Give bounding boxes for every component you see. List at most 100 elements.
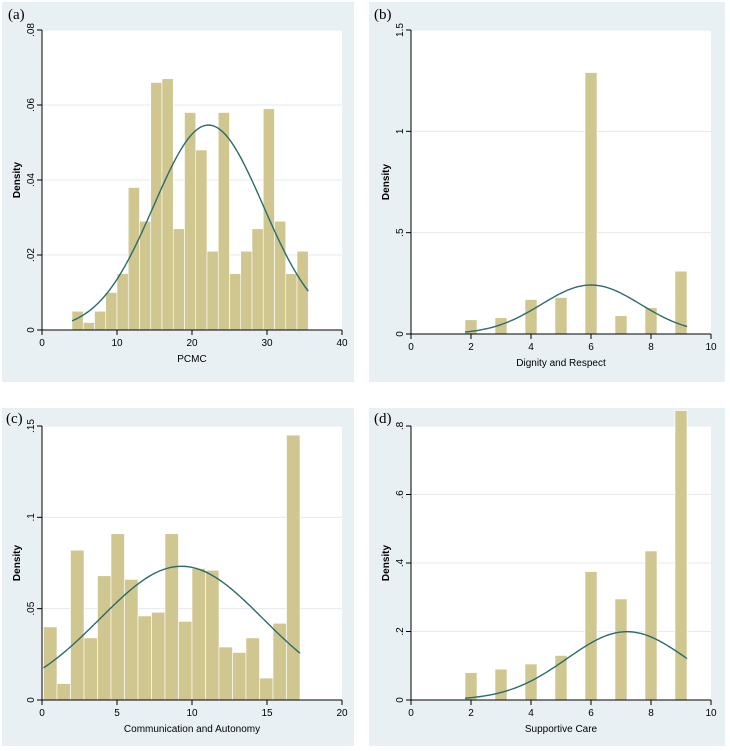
histogram-bar [116,273,129,331]
histogram-bar [164,533,179,701]
histogram-bar [229,273,242,331]
histogram-bar [206,250,219,331]
plot-area [411,30,711,334]
x-tick-label: 40 [336,338,348,349]
histogram-bar [151,612,166,701]
histogram-bar [82,322,95,331]
y-tick-label: .04 [26,173,37,187]
histogram-bar [494,668,508,701]
normal-density-curve [71,124,309,322]
histogram-bar [127,187,140,331]
x-tick-label: 4 [528,708,534,719]
histogram-bar [205,570,220,701]
y-tick-label: .08 [26,23,37,37]
histogram-bar [94,310,107,331]
histogram-bar [97,575,112,701]
y-axis-title: Density [12,162,23,199]
histogram-bar [110,533,125,701]
histogram-bar [124,579,139,701]
histogram-bar [524,299,538,335]
histogram-bar [296,250,309,331]
chart-panel-b: 0 2 4 6 8 10 0 .5 1 1.5 Dignity and Respect Density… [369,2,725,382]
x-axis-title: Communication and Autonomy [124,724,260,735]
y-tick-label: .1 [26,513,37,522]
chart-d-svg: 0 2 4 6 8 10 0 .2 .4 .6 .8 Supportive Care Density [381,410,717,735]
chart-c-svg: 0 5 10 15 20 0 .05 .1 .15 Communication and Auton… [12,419,348,735]
histogram-bar [614,598,628,701]
histogram-bar [614,315,628,335]
x-tick-label: 10 [705,708,717,719]
y-tick-label: .5 [395,228,406,237]
y-tick-label: 0 [395,331,406,337]
histogram-bar [218,646,233,701]
y-tick-label: 1 [395,128,406,134]
panel-label-c: (c) [6,411,23,427]
histogram-bar [259,677,274,701]
histogram-bar [83,637,98,701]
histogram-bar [464,672,478,701]
histogram-bar [139,220,152,331]
x-tick-label: 2 [468,708,474,719]
y-axis-title: Density [381,545,392,582]
histogram-bar [137,615,152,701]
histogram-bar [274,220,287,331]
x-axis-title: Supportive Care [525,724,598,735]
x-tick-label: 30 [261,338,273,349]
histogram-bar [191,568,206,701]
histogram-bar [554,297,568,335]
y-tick-label: .02 [26,248,37,262]
chart-panel-c: 0 5 10 15 20 0 .05 .1 .15 Communication and Auton… [2,408,354,746]
histogram-bar [524,663,538,701]
histogram-bar [584,72,598,335]
histogram-bar [105,292,118,331]
histogram-bar [161,78,174,331]
chart-b-svg: 0 2 4 6 8 10 0 .5 1 1.5 Dignity and Respect Density [381,23,717,369]
y-tick-label: .06 [26,98,37,112]
histogram-bar [56,683,71,701]
chart-panel-a: 0 10 20 30 40 0 .02 .04 .06 .08 PCMC Density (a) [2,2,354,382]
chart-panel-d: 0 2 4 6 8 10 0 .2 .4 .6 .8 Supportive Care Density (… [369,408,725,746]
x-tick-label: 8 [648,708,654,719]
y-tick-label: 0 [26,697,37,703]
histogram-bar [245,637,260,701]
chart-a-svg: 0 10 20 30 40 0 .02 .04 .06 .08 PCMC Density [12,23,348,365]
y-tick-label: 0 [395,697,406,703]
x-tick-label: 4 [528,342,534,353]
y-tick-label: .8 [395,421,406,430]
y-tick-label: 1.5 [395,23,406,37]
histogram-bar [70,549,85,701]
histogram-bar [644,307,658,335]
histogram-bar [217,112,230,331]
y-tick-label: .4 [395,558,406,567]
histogram-bar [251,228,264,331]
y-tick-label: 0 [26,327,37,333]
histogram-bar [584,571,598,701]
x-tick-label: 0 [408,342,414,353]
histogram-bar [240,250,253,331]
y-tick-label: .15 [26,419,37,433]
histogram-bar [644,550,658,701]
x-tick-label: 10 [705,342,717,353]
x-tick-label: 6 [588,708,594,719]
x-axis-title: Dignity and Respect [516,358,606,369]
histogram-bar [195,149,208,331]
histogram-bar [285,273,298,331]
x-tick-label: 8 [648,342,654,353]
histogram-bar [178,621,193,701]
x-tick-label: 5 [114,708,120,719]
x-tick-label: 20 [336,708,348,719]
y-axis-title: Density [12,545,23,582]
y-tick-label: .2 [395,627,406,636]
x-axis-title: PCMC [177,354,206,365]
histogram-bar [150,82,163,331]
panel-label-a: (a) [8,7,25,23]
normal-density-curve [464,630,688,699]
x-tick-label: 10 [186,708,198,719]
x-tick-label: 2 [468,342,474,353]
panel-label-b: (b) [374,7,392,23]
x-tick-label: 6 [588,342,594,353]
x-tick-label: 0 [39,338,45,349]
x-tick-label: 0 [39,708,45,719]
x-tick-label: 0 [408,708,414,719]
y-tick-label: .05 [26,601,37,615]
